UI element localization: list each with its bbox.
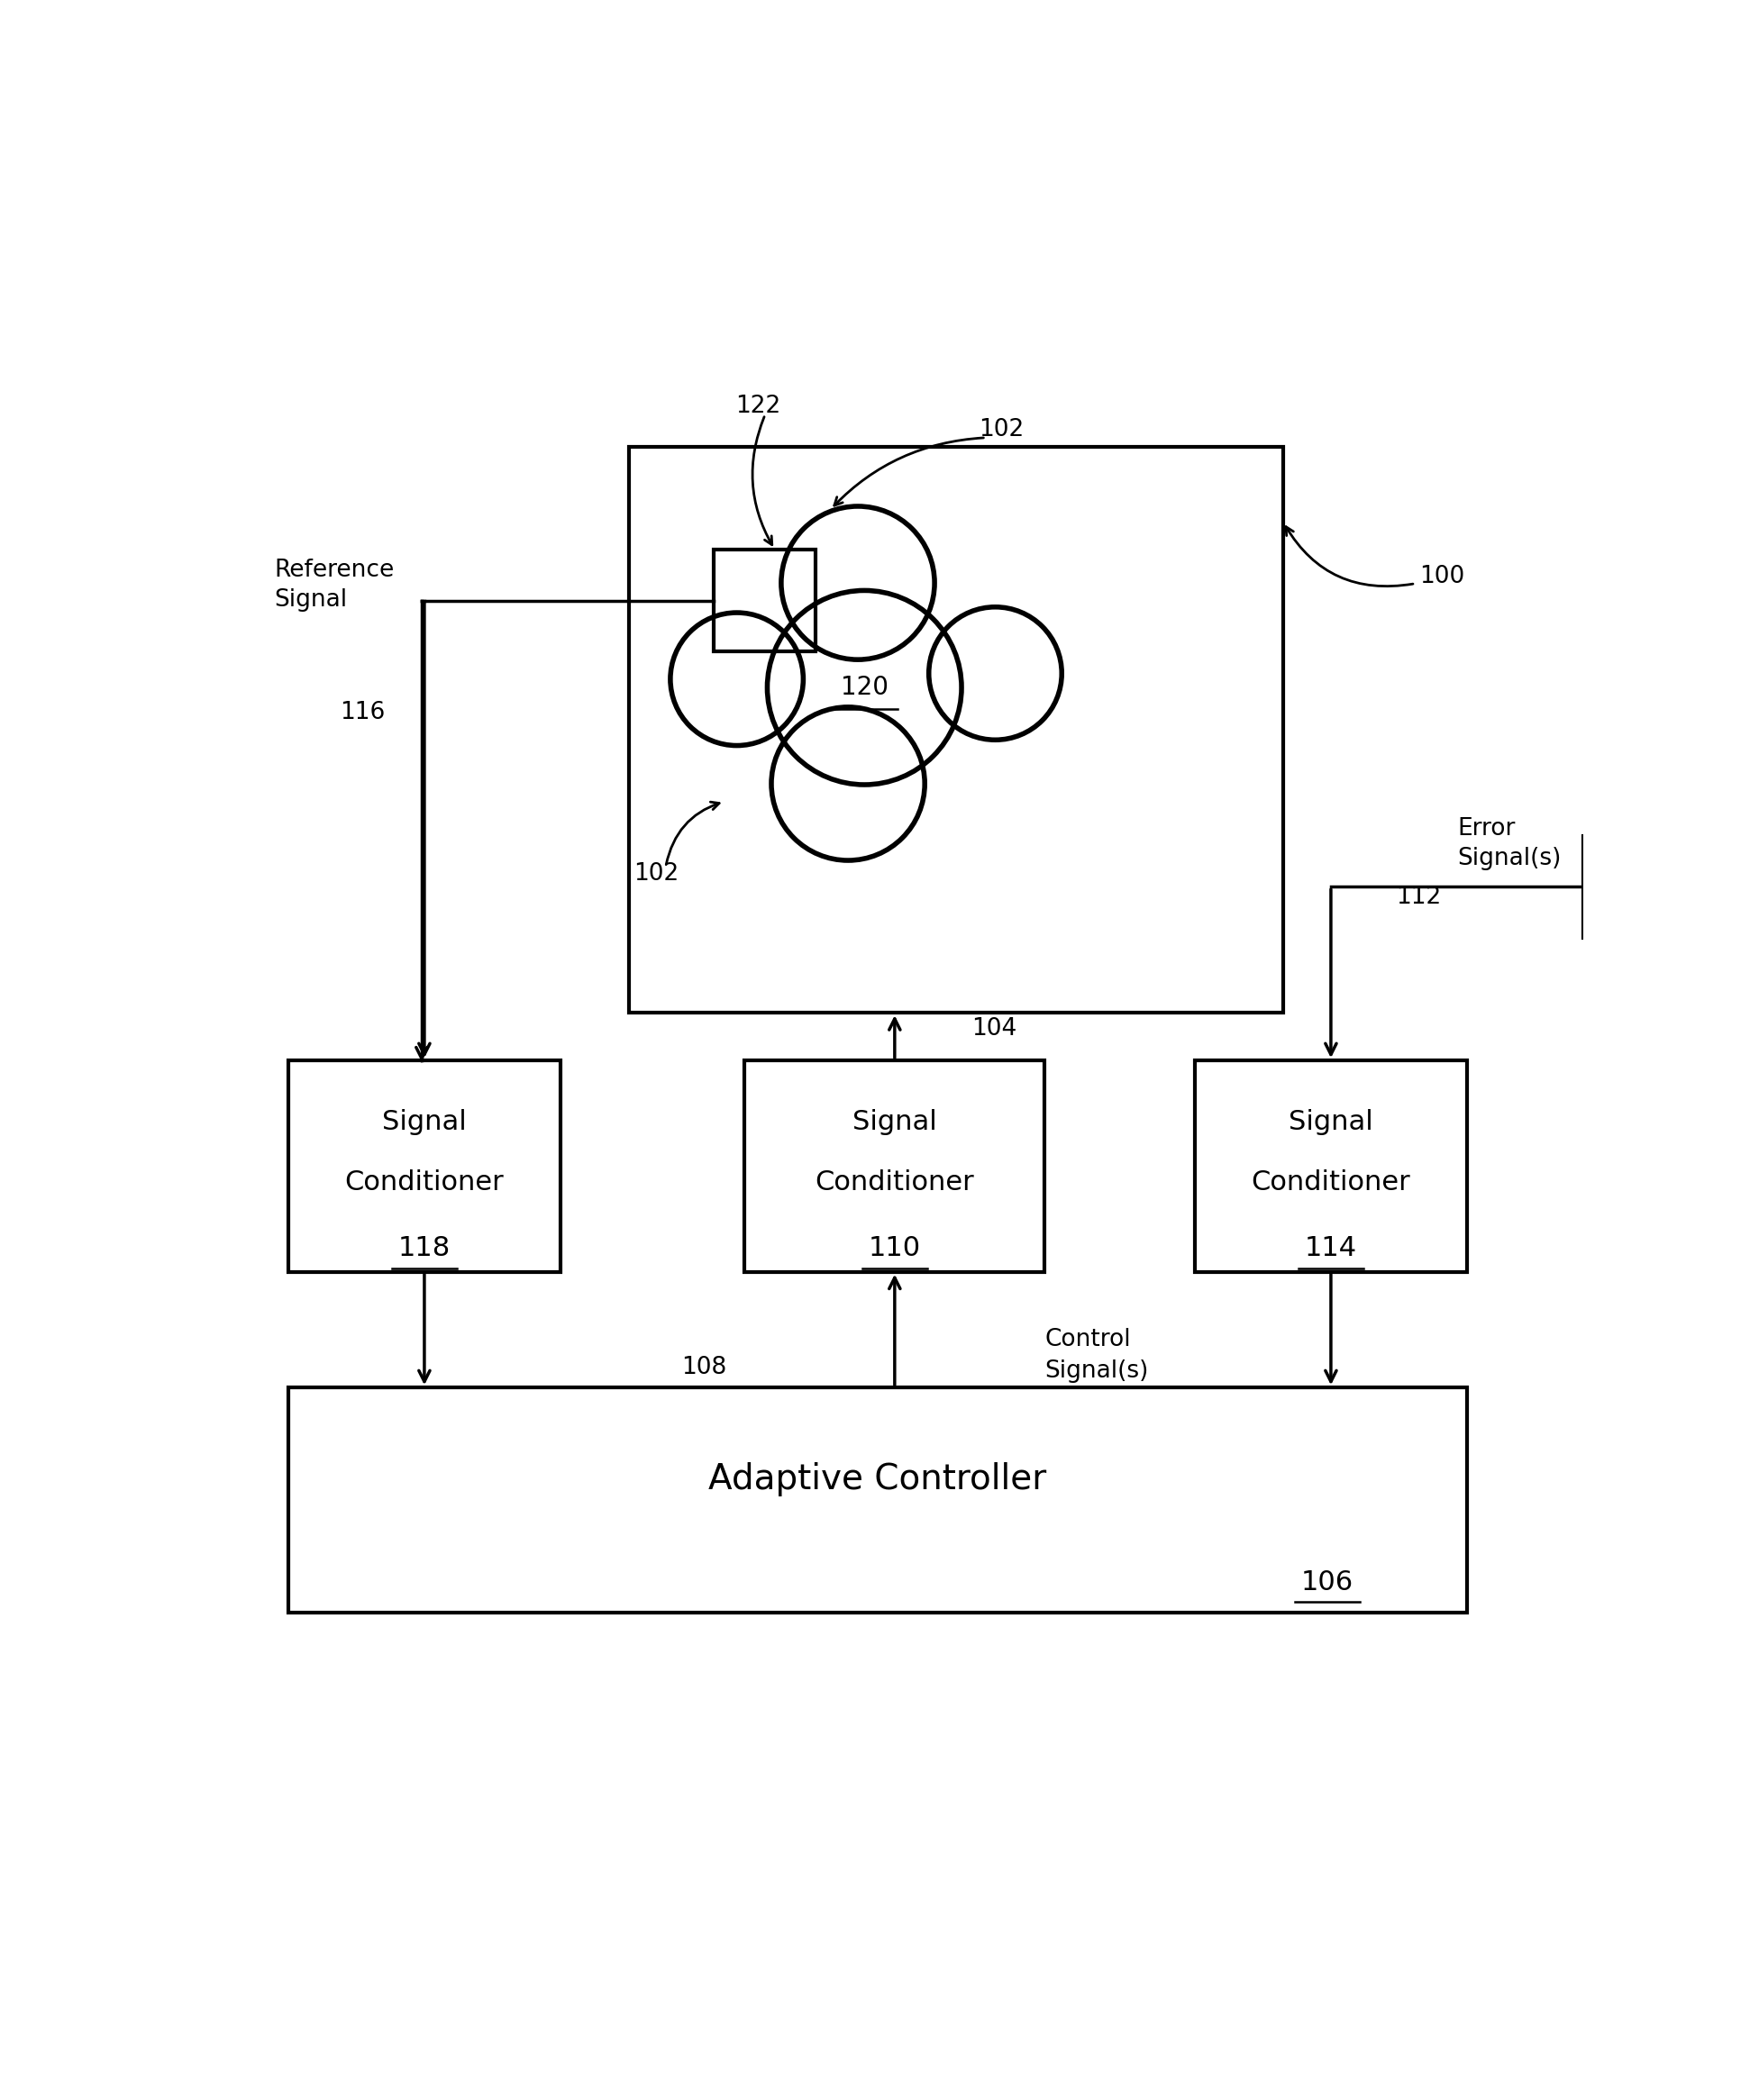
Bar (714, 550, 816, 651)
Text: 122: 122 (735, 395, 781, 418)
Text: Signal(s): Signal(s) (1458, 846, 1562, 871)
Text: 102: 102 (978, 418, 1024, 441)
Bar (288, 1060, 561, 1273)
Bar (630, 447, 1284, 1012)
Text: 110: 110 (869, 1235, 922, 1260)
Text: 120: 120 (841, 674, 888, 699)
Bar (744, 1060, 1045, 1273)
Text: 108: 108 (681, 1355, 726, 1380)
Text: 116: 116 (339, 701, 385, 724)
Text: Reference: Reference (274, 559, 394, 582)
Text: Signal: Signal (853, 1109, 938, 1136)
Text: Signal: Signal (382, 1109, 466, 1136)
Text: 112: 112 (1397, 886, 1442, 909)
Text: Adaptive Controller: Adaptive Controller (709, 1462, 1047, 1497)
Text: Signal: Signal (274, 588, 348, 611)
Bar (1194, 1060, 1467, 1273)
Text: Control: Control (1045, 1327, 1131, 1352)
Bar (1583, 836, 1685, 939)
Text: Error: Error (1458, 817, 1516, 840)
Text: Signal(s): Signal(s) (1045, 1359, 1149, 1384)
Text: 106: 106 (1302, 1569, 1354, 1596)
Text: 100: 100 (1420, 565, 1465, 588)
Text: 102: 102 (633, 863, 679, 886)
Bar (288, 1388, 1467, 1613)
Text: Conditioner: Conditioner (345, 1170, 505, 1195)
Text: Conditioner: Conditioner (1251, 1170, 1411, 1195)
Text: 114: 114 (1305, 1235, 1358, 1260)
Text: 118: 118 (398, 1235, 450, 1260)
Text: Signal: Signal (1289, 1109, 1374, 1136)
Text: 104: 104 (971, 1016, 1017, 1042)
Text: Conditioner: Conditioner (814, 1170, 974, 1195)
